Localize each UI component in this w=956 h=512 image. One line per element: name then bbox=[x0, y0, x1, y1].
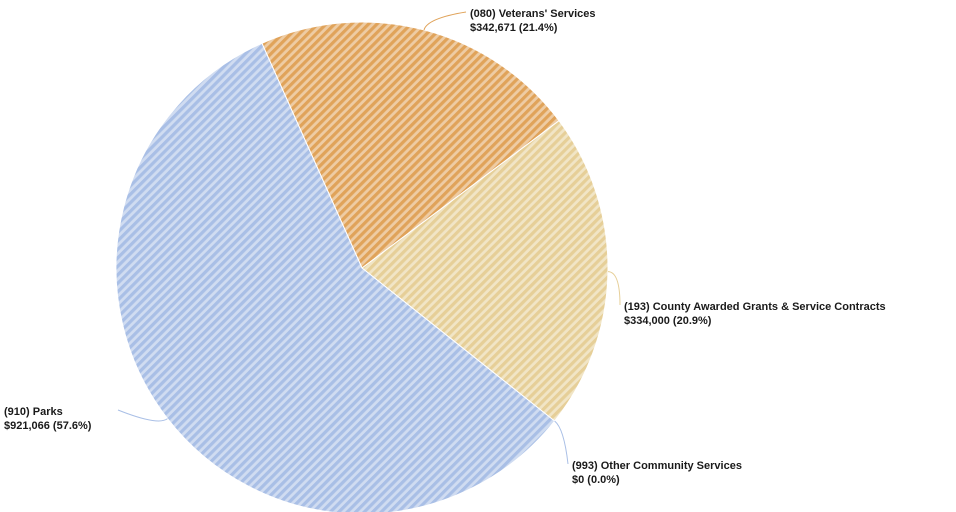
slice-label-value-veterans-services: $342,671 (21.4%) bbox=[470, 22, 558, 34]
slice-label-value-other-community-services: $0 (0.0%) bbox=[572, 474, 620, 486]
leader-line-other-community-services bbox=[554, 420, 569, 465]
pie-slice-county-awarded-grants[interactable] bbox=[361, 119, 609, 422]
slice-label-name-county-awarded-grants: (193) County Awarded Grants & Service Co… bbox=[624, 301, 886, 313]
slices-layer bbox=[115, 21, 609, 512]
slice-label-name-parks: (910) Parks bbox=[4, 406, 63, 418]
leader-lines-layer bbox=[117, 11, 621, 465]
leader-line-county-awarded-grants bbox=[607, 271, 621, 306]
slice-label-value-county-awarded-grants: $334,000 (20.9%) bbox=[624, 315, 712, 327]
slice-label-value-parks: $921,066 (57.6%) bbox=[4, 420, 92, 432]
labels-layer: (080) Veterans' Services $342,671 (21.4%… bbox=[4, 8, 886, 486]
slice-label-name-other-community-services: (993) Other Community Services bbox=[572, 460, 742, 472]
pie-slice-veterans-services[interactable] bbox=[261, 21, 560, 269]
leader-line-parks bbox=[117, 409, 168, 422]
pie-slice-parks[interactable] bbox=[115, 42, 556, 512]
slice-label-name-veterans-services: (080) Veterans' Services bbox=[470, 8, 596, 20]
leader-line-veterans-services bbox=[423, 11, 467, 31]
